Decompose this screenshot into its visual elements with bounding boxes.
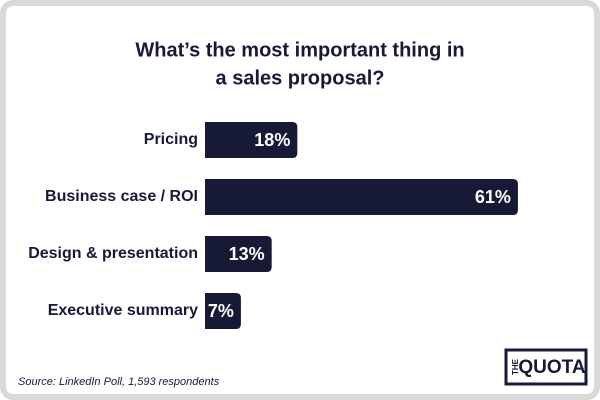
value-label: 7%	[208, 301, 234, 321]
category-label: Executive summary	[48, 302, 198, 319]
logo-small: THE	[511, 358, 520, 375]
bar	[205, 179, 518, 215]
category-label: Pricing	[144, 131, 198, 148]
logo-main: QUOTA	[518, 357, 585, 378]
value-label: 61%	[475, 187, 511, 207]
chart-title: a sales proposal?	[216, 67, 385, 89]
bar	[205, 122, 298, 158]
source: Source: LinkedIn Poll, 1,593 respondents	[18, 376, 220, 388]
value-label: 13%	[229, 244, 265, 264]
chart-title: What’s the most important thing in	[135, 39, 464, 61]
category-label: Design & presentation	[28, 245, 198, 262]
bar	[205, 293, 241, 329]
value-label: 18%	[254, 130, 290, 150]
category-label: Business case / ROI	[45, 188, 198, 205]
logo-box	[504, 348, 588, 386]
bar	[205, 236, 272, 272]
